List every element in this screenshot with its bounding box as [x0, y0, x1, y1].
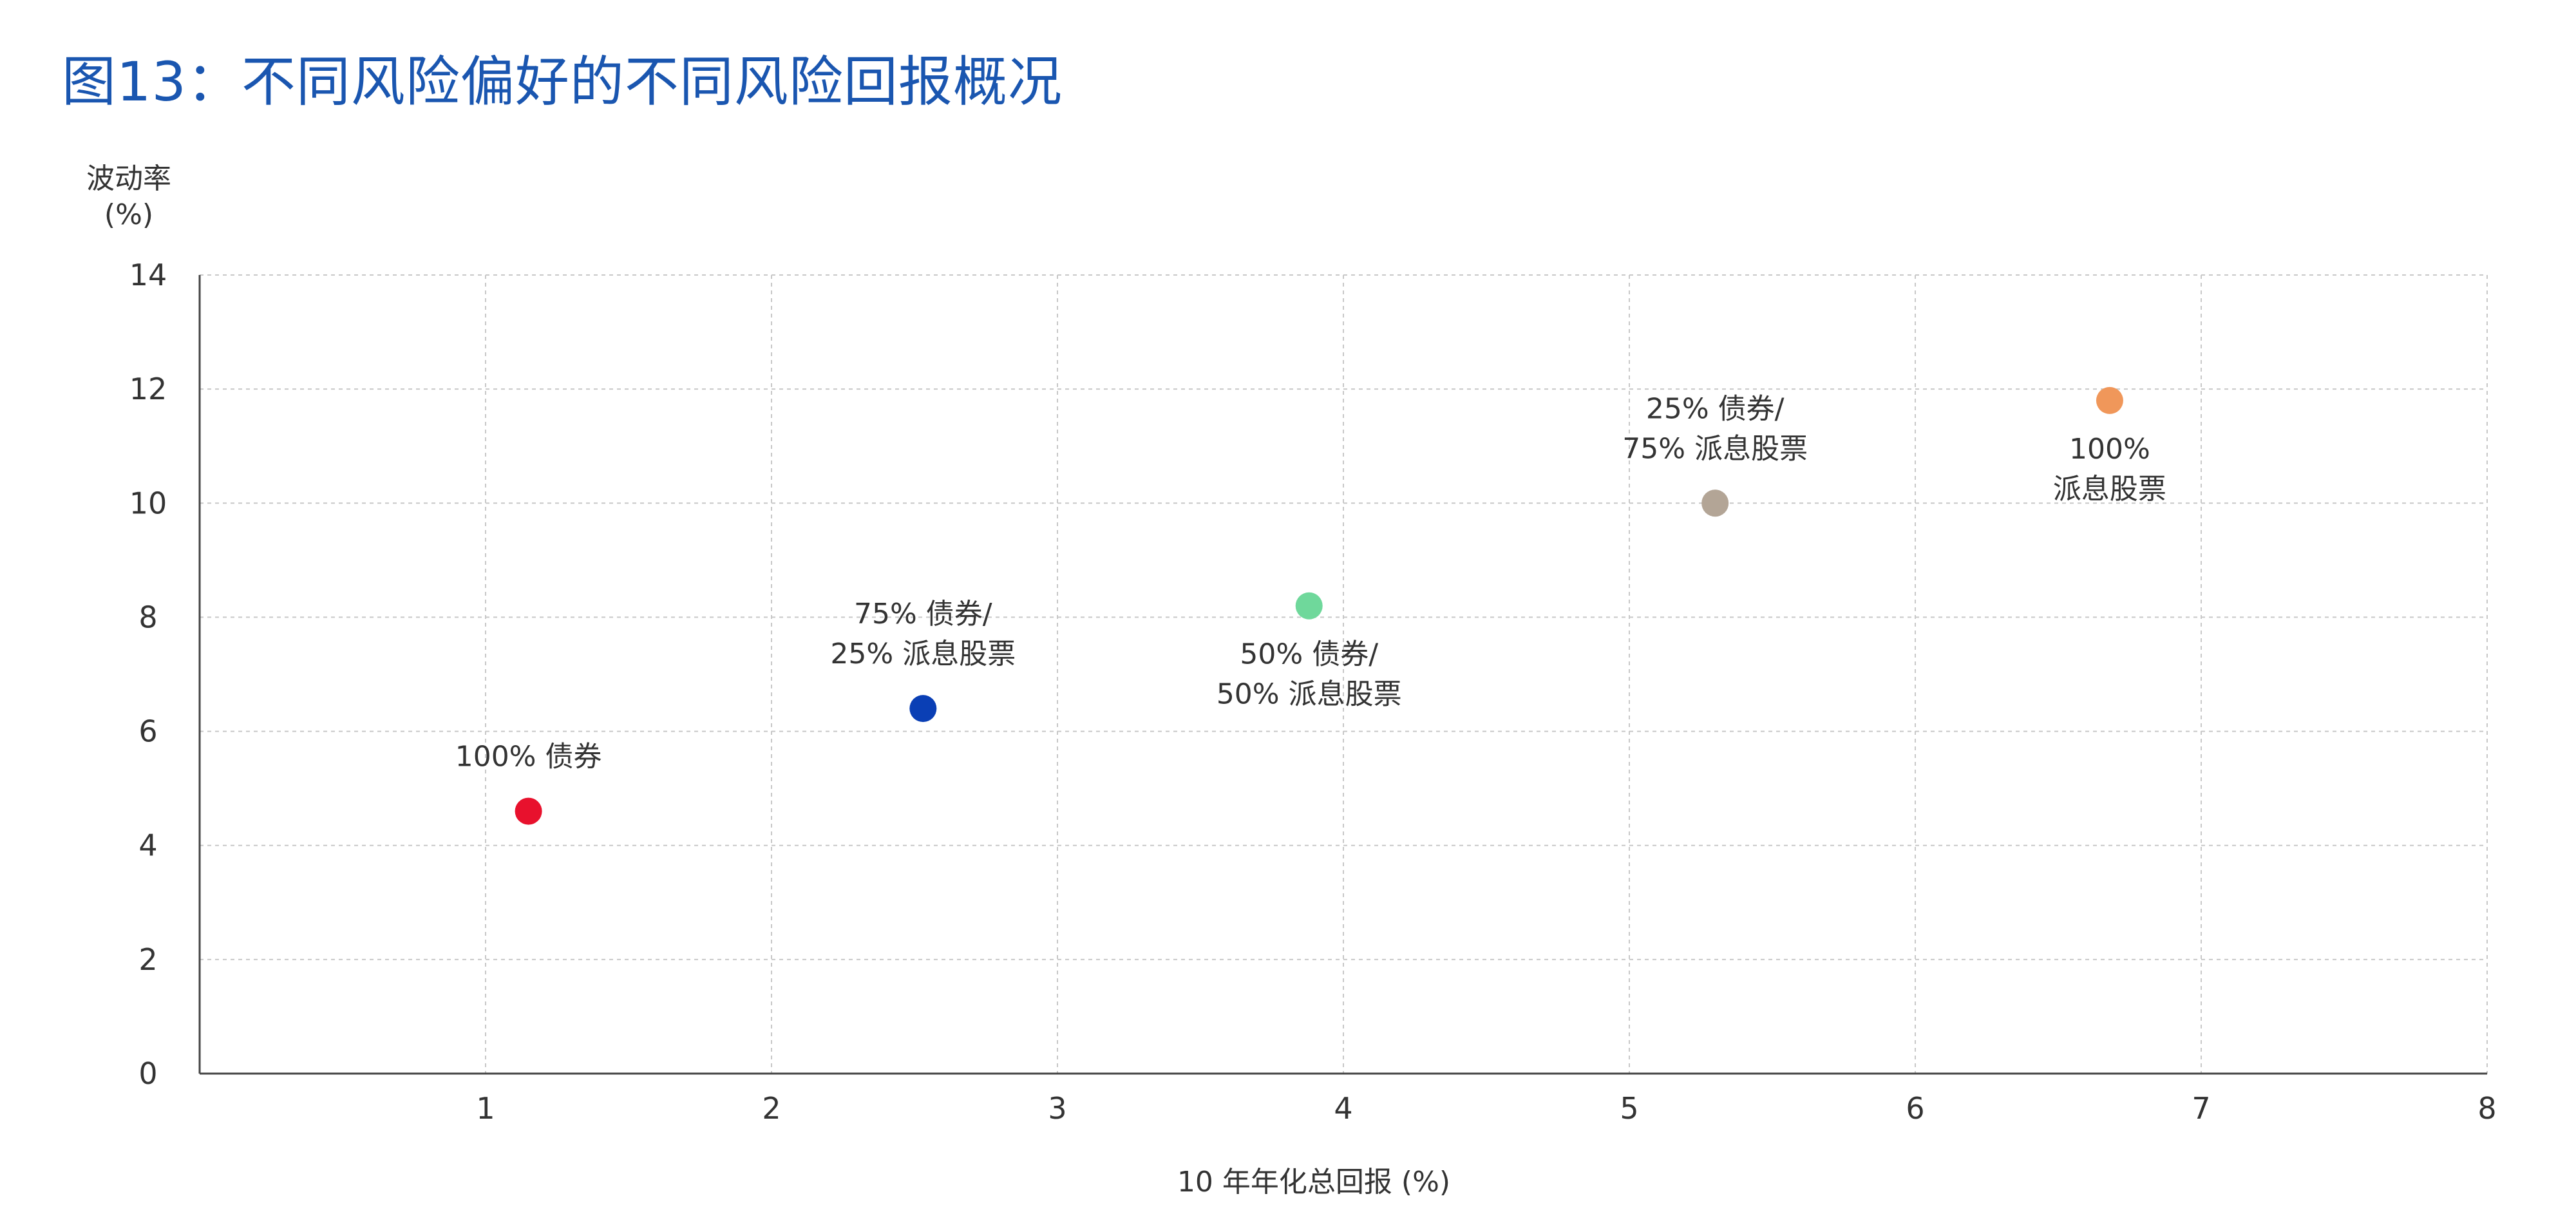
x-tick-label: 7 — [2192, 1091, 2210, 1126]
y-axis-label-line: (%) — [104, 198, 153, 231]
point-label: 25% 派息股票 — [830, 638, 1016, 670]
x-tick-label: 5 — [1620, 1091, 1638, 1126]
y-tick-label: 2 — [138, 942, 157, 977]
x-tick-labels: 1 2 3 4 5 6 7 8 — [476, 1091, 2496, 1126]
axes — [198, 275, 2487, 1075]
point-label: 50% 债券/ — [1240, 638, 1378, 671]
x-tick-label: 2 — [762, 1091, 781, 1126]
point-label: 50% 派息股票 — [1217, 678, 1402, 711]
x-axis-label: 10 年年化总回报 (%) — [1177, 1166, 1450, 1199]
y-tick-label: 6 — [138, 714, 157, 749]
data-point — [1701, 489, 1729, 517]
x-tick-label: 4 — [1334, 1091, 1352, 1126]
grid-lines — [200, 274, 2488, 1074]
point-label: 派息股票 — [2053, 473, 2166, 506]
y-axis-label: 波动率(%) — [86, 162, 171, 231]
data-point — [909, 695, 937, 723]
data-points: 100% 债券 75% 债券/25% 派息股票 50% 债券/50% 派息股票 25%… — [455, 386, 2166, 825]
x-tick-label: 8 — [2477, 1091, 2496, 1126]
point-label: 75% 派息股票 — [1622, 432, 1808, 465]
data-point — [1295, 592, 1323, 620]
y-axis-label-line: 波动率 — [86, 162, 171, 195]
y-tick-label: 8 — [138, 600, 157, 634]
y-tick-label: 12 — [129, 372, 167, 406]
x-tick-label: 1 — [476, 1091, 495, 1126]
point-label: 25% 债券/ — [1646, 392, 1785, 425]
data-point — [2096, 386, 2123, 414]
y-tick-label: 14 — [129, 258, 167, 292]
point-label: 75% 债券/ — [854, 598, 992, 630]
y-tick-labels: 0 2 4 6 8 10 12 14 — [129, 258, 167, 1091]
point-label: 100% — [2069, 433, 2150, 466]
y-tick-label: 0 — [138, 1056, 157, 1091]
page-title: 图13：不同风险偏好的不同风险回报概况 — [62, 50, 1063, 113]
x-tick-label: 6 — [1906, 1091, 1924, 1126]
data-point — [515, 797, 542, 825]
y-tick-label: 4 — [138, 828, 157, 863]
x-tick-label: 3 — [1048, 1091, 1066, 1126]
y-tick-label: 10 — [129, 486, 167, 520]
point-label: 100% 债券 — [455, 741, 602, 773]
